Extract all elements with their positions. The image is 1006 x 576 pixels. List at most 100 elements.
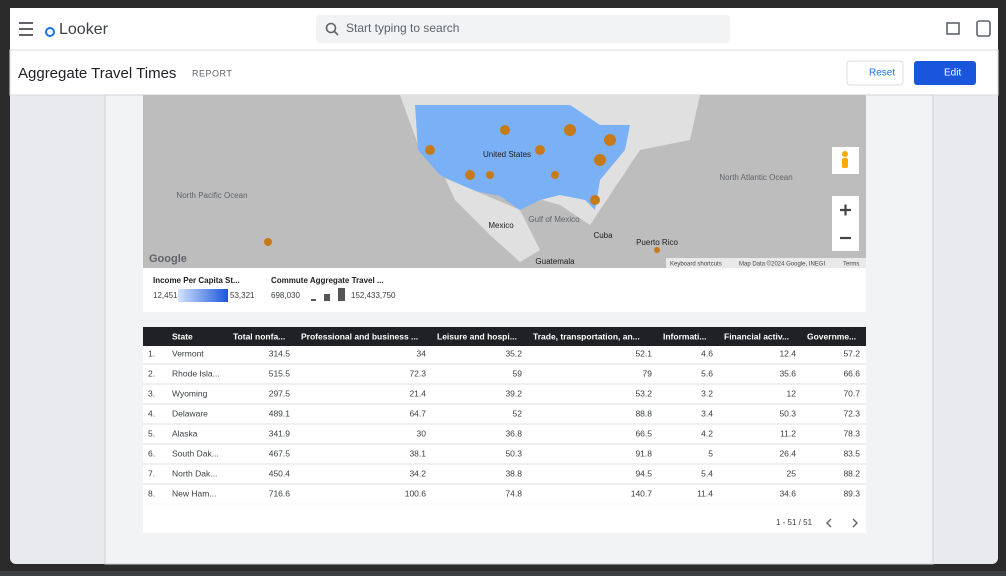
cell: 716.6	[269, 488, 291, 498]
cell: 21.4	[409, 388, 426, 398]
cell: 66.5	[635, 428, 652, 438]
cell: 11.4	[697, 488, 713, 498]
cell: Wyoming	[172, 388, 208, 398]
search-box[interactable]	[316, 15, 730, 43]
zoom-in[interactable]	[840, 204, 851, 216]
legend-title: Income Per Capita St...	[153, 276, 240, 285]
cell: New Ham...	[172, 488, 216, 498]
cell: 36.8	[505, 428, 522, 438]
cell: 6.	[148, 448, 155, 458]
cell: 79	[643, 368, 653, 378]
map-footer	[666, 258, 866, 268]
column-header: Professional and business ...	[301, 331, 418, 341]
legend-size-scale	[311, 288, 345, 301]
cell: 70.7	[843, 388, 860, 398]
legend	[143, 268, 866, 312]
cell: 3.4	[701, 408, 713, 418]
menu-icon[interactable]	[19, 22, 33, 36]
cell: Vermont	[172, 348, 204, 358]
cell: 5.4	[701, 468, 713, 478]
map-markers	[264, 124, 660, 253]
cell: 1.	[148, 348, 155, 358]
cell: 66.6	[843, 368, 860, 378]
cell: 314.5	[269, 348, 291, 358]
pagination: 1 - 51 / 51	[776, 518, 813, 527]
cell: Rhode Isla...	[172, 368, 220, 378]
cell: 5.6	[701, 368, 713, 378]
cell: 64.7	[409, 408, 426, 418]
map-label: Puerto Rico	[636, 238, 678, 247]
cell: 100.6	[405, 488, 427, 498]
cell: Delaware	[172, 408, 208, 418]
map-label: Gulf of Mexico	[528, 215, 580, 224]
cell: 72.3	[843, 408, 860, 418]
cell: 34.2	[409, 468, 426, 478]
cell: 2.	[148, 368, 155, 378]
map-label: Guatemala	[535, 257, 575, 266]
column-header: Informati...	[663, 331, 706, 341]
cell: 35.2	[505, 348, 522, 358]
cell: 74.8	[505, 488, 522, 498]
report-badge: REPORT	[192, 68, 232, 78]
logo	[45, 27, 55, 37]
pegman	[842, 158, 848, 168]
legend-max: 53,321	[230, 291, 255, 300]
cell: North Dak...	[172, 468, 217, 478]
cell: 515.5	[269, 368, 291, 378]
cell: 7.	[148, 468, 155, 478]
cell: 38.8	[505, 468, 522, 478]
cell: 50.3	[779, 408, 796, 418]
cell: 11.2	[780, 428, 796, 438]
cell: 34.6	[779, 488, 796, 498]
report-title: Aggregate Travel Times	[18, 65, 176, 82]
table	[143, 327, 866, 533]
legend-min: 12,451	[153, 291, 178, 300]
cell: 38.1	[409, 448, 426, 458]
reset-label: Reset	[869, 68, 895, 79]
cell: 50.3	[505, 448, 522, 458]
cell: 34	[417, 348, 427, 358]
cell: 5.	[148, 428, 155, 438]
legend-title: Commute Aggregate Travel ...	[271, 276, 384, 285]
legend-max: 152,433,750	[351, 291, 396, 300]
store-icon[interactable]	[946, 22, 960, 35]
reset-button[interactable]	[846, 60, 904, 86]
prev-page[interactable]	[826, 518, 832, 528]
search-icon	[325, 22, 337, 34]
legend-min: 698,030	[271, 291, 300, 300]
next-page[interactable]	[852, 518, 858, 528]
cell: 35.6	[779, 368, 796, 378]
edit-button[interactable]	[914, 61, 976, 85]
cell: 297.5	[269, 388, 291, 398]
cell: 89.3	[843, 488, 860, 498]
map-label: Cuba	[593, 231, 613, 240]
edit-label: Edit	[944, 68, 961, 79]
cell: 52	[513, 408, 523, 418]
column-header: Trade, transportation, an...	[533, 331, 640, 341]
column-header: Total nonfa...	[233, 331, 285, 341]
cell: 8.	[148, 488, 155, 498]
cell: 3.2	[701, 388, 713, 398]
us-states	[415, 105, 630, 210]
cell: 25	[787, 468, 797, 478]
cell: 140.7	[631, 488, 653, 498]
cell: 53.2	[635, 388, 652, 398]
cell: 59	[513, 368, 523, 378]
cell: 450.4	[269, 468, 291, 478]
map-footer-link[interactable]: Keyboard shortcuts	[670, 262, 722, 268]
cell: 30	[417, 428, 427, 438]
help-icon[interactable]	[976, 20, 991, 37]
column-header: State	[172, 331, 193, 341]
map-footer-text: Map Data ©2024 Google, INEGI	[739, 261, 825, 268]
search-icon	[333, 30, 339, 36]
cell: 5	[708, 448, 713, 458]
map-footer-link[interactable]: Terms	[843, 262, 859, 268]
map-label: Mexico	[488, 221, 514, 230]
map-credit: Google	[149, 253, 187, 265]
cell: 489.1	[269, 408, 291, 418]
map-label: North Atlantic Ocean	[719, 173, 792, 182]
map-label: United States	[483, 150, 531, 159]
cell: 467.5	[269, 448, 291, 458]
cell: 83.5	[843, 448, 860, 458]
